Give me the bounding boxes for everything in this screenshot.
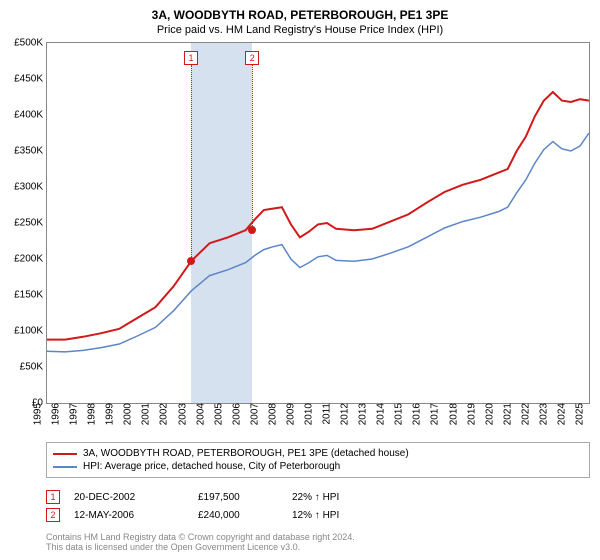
sales-row: 1 20-DEC-2002 £197,500 22% ↑ HPI xyxy=(46,488,590,506)
chart-plot-area: £0£50K£100K£150K£200K£250K£300K£350K£400… xyxy=(46,42,590,404)
y-axis-label: £400K xyxy=(14,110,47,121)
x-axis-label: 2014 xyxy=(372,403,387,425)
x-axis-label: 2025 xyxy=(570,403,585,425)
x-axis-label: 1999 xyxy=(101,403,116,425)
sales-hpi: 12% ↑ HPI xyxy=(292,510,590,521)
x-axis-label: 2023 xyxy=(534,403,549,425)
y-axis-label: £200K xyxy=(14,254,47,265)
sale-flag: 1 xyxy=(184,51,198,65)
footnote-line-2: This data is licensed under the Open Gov… xyxy=(46,542,590,552)
y-axis-label: £450K xyxy=(14,74,47,85)
x-axis-label: 2008 xyxy=(263,403,278,425)
x-axis-label: 2021 xyxy=(498,403,513,425)
chart-title: 3A, WOODBYTH ROAD, PETERBOROUGH, PE1 3PE xyxy=(0,0,600,22)
y-axis-label: £100K xyxy=(14,326,47,337)
legend-label: 3A, WOODBYTH ROAD, PETERBOROUGH, PE1 3PE… xyxy=(83,448,409,459)
x-axis-label: 2020 xyxy=(480,403,495,425)
x-axis-label: 2018 xyxy=(444,403,459,425)
sales-date: 20-DEC-2002 xyxy=(74,492,184,503)
chart-lines-svg xyxy=(47,43,589,403)
x-axis-label: 2007 xyxy=(245,403,260,425)
x-axis-label: 2019 xyxy=(462,403,477,425)
x-axis-label: 2001 xyxy=(137,403,152,425)
sales-price: £240,000 xyxy=(198,510,278,521)
chart-subtitle: Price paid vs. HM Land Registry's House … xyxy=(0,22,600,42)
legend-swatch xyxy=(53,466,77,468)
x-axis-label: 2022 xyxy=(516,403,531,425)
x-axis-label: 2011 xyxy=(318,403,333,425)
series-line-property xyxy=(47,92,589,340)
sales-row: 2 12-MAY-2006 £240,000 12% ↑ HPI xyxy=(46,506,590,524)
x-axis-label: 1995 xyxy=(28,403,43,425)
y-axis-label: £500K xyxy=(14,38,47,49)
sales-flag: 1 xyxy=(46,490,60,504)
y-axis-label: £150K xyxy=(14,290,47,301)
x-axis-label: 2009 xyxy=(281,403,296,425)
x-axis-label: 2003 xyxy=(173,403,188,425)
legend-row: 3A, WOODBYTH ROAD, PETERBOROUGH, PE1 3PE… xyxy=(53,447,583,460)
legend-box: 3A, WOODBYTH ROAD, PETERBOROUGH, PE1 3PE… xyxy=(46,442,590,478)
x-axis-label: 2013 xyxy=(354,403,369,425)
sale-marker-line xyxy=(191,65,192,261)
sale-marker-dot xyxy=(248,226,256,234)
footnote: Contains HM Land Registry data © Crown c… xyxy=(46,532,590,552)
x-axis-label: 2006 xyxy=(227,403,242,425)
x-axis-label: 2012 xyxy=(336,403,351,425)
legend-label: HPI: Average price, detached house, City… xyxy=(83,461,340,472)
x-axis-label: 2017 xyxy=(426,403,441,425)
x-axis-label: 1997 xyxy=(65,403,80,425)
sale-flag: 2 xyxy=(245,51,259,65)
x-axis-label: 1998 xyxy=(83,403,98,425)
sale-marker-dot xyxy=(187,257,195,265)
x-axis-label: 2005 xyxy=(209,403,224,425)
y-axis-label: £50K xyxy=(20,362,47,373)
series-line-hpi xyxy=(47,133,589,352)
x-axis-label: 2004 xyxy=(191,403,206,425)
sales-flag: 2 xyxy=(46,508,60,522)
footnote-line-1: Contains HM Land Registry data © Crown c… xyxy=(46,532,590,542)
x-axis-label: 2024 xyxy=(552,403,567,425)
x-axis-label: 2015 xyxy=(390,403,405,425)
sales-date: 12-MAY-2006 xyxy=(74,510,184,521)
sales-price: £197,500 xyxy=(198,492,278,503)
legend-swatch xyxy=(53,453,77,455)
sales-table: 1 20-DEC-2002 £197,500 22% ↑ HPI 2 12-MAY-200… xyxy=(46,488,590,524)
legend-row: HPI: Average price, detached house, City… xyxy=(53,460,583,473)
sales-hpi: 22% ↑ HPI xyxy=(292,492,590,503)
x-axis-label: 1996 xyxy=(46,403,61,425)
y-axis-label: £350K xyxy=(14,146,47,157)
x-axis-label: 2010 xyxy=(299,403,314,425)
x-axis-label: 2002 xyxy=(155,403,170,425)
y-axis-label: £250K xyxy=(14,218,47,229)
x-axis-label: 2000 xyxy=(119,403,134,425)
y-axis-label: £300K xyxy=(14,182,47,193)
x-axis-label: 2016 xyxy=(408,403,423,425)
sale-marker-line xyxy=(252,65,253,230)
